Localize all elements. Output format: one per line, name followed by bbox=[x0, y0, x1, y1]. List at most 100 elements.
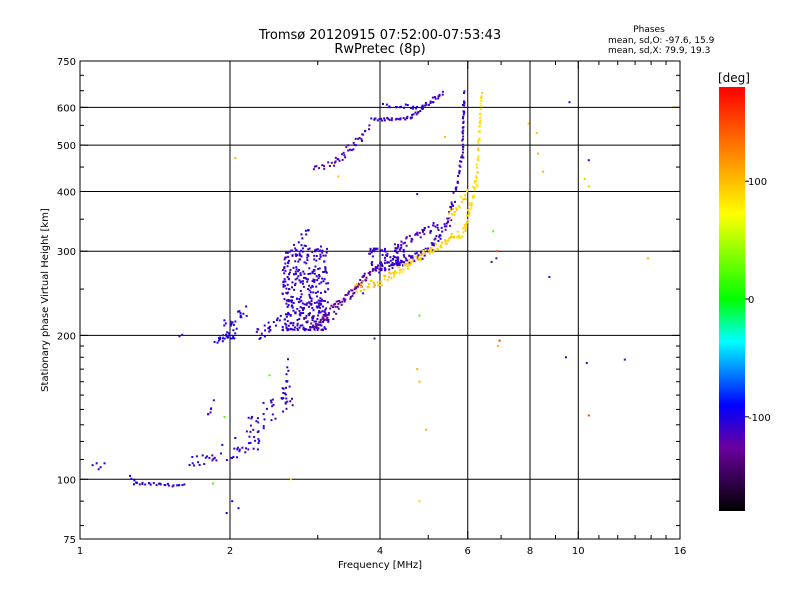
data-point bbox=[301, 250, 304, 253]
data-point bbox=[289, 322, 292, 325]
data-point bbox=[293, 273, 296, 276]
data-point bbox=[257, 442, 260, 445]
data-point bbox=[238, 448, 241, 451]
data-point bbox=[324, 290, 326, 293]
data-point bbox=[306, 259, 309, 262]
data-point bbox=[384, 259, 387, 262]
data-point bbox=[221, 337, 224, 340]
data-point bbox=[453, 214, 456, 217]
data-point bbox=[301, 280, 304, 283]
data-point bbox=[266, 407, 268, 410]
data-point bbox=[463, 104, 466, 107]
data-point bbox=[262, 425, 265, 428]
data-point bbox=[325, 270, 327, 273]
data-point bbox=[465, 223, 467, 226]
data-point bbox=[211, 459, 214, 462]
x-tick-label: 1 bbox=[77, 546, 83, 557]
data-point bbox=[495, 250, 498, 253]
data-point bbox=[470, 203, 473, 206]
data-point bbox=[312, 317, 315, 319]
data-point bbox=[369, 279, 372, 282]
data-point bbox=[141, 483, 144, 485]
data-point bbox=[412, 105, 415, 108]
data-point bbox=[300, 312, 303, 315]
data-point bbox=[302, 285, 305, 288]
y-tick-label: 100 bbox=[57, 475, 76, 486]
data-point bbox=[302, 270, 305, 273]
data-point bbox=[358, 137, 361, 140]
data-point bbox=[351, 294, 354, 297]
data-point bbox=[472, 195, 475, 198]
data-point bbox=[396, 256, 399, 259]
data-point bbox=[296, 307, 299, 310]
data-point bbox=[388, 271, 390, 274]
data-point bbox=[270, 419, 273, 422]
data-point bbox=[376, 266, 379, 269]
data-point bbox=[458, 164, 461, 167]
data-point bbox=[349, 296, 352, 298]
data-point bbox=[287, 369, 290, 372]
data-point bbox=[434, 243, 437, 245]
data-point bbox=[327, 319, 330, 321]
data-point bbox=[256, 448, 259, 451]
data-point bbox=[436, 247, 439, 250]
data-point bbox=[376, 247, 379, 250]
data-point bbox=[293, 328, 296, 331]
data-point bbox=[452, 236, 455, 239]
data-point bbox=[473, 186, 476, 189]
data-point bbox=[383, 267, 386, 270]
data-point bbox=[334, 160, 337, 163]
data-point bbox=[176, 484, 179, 487]
data-point bbox=[296, 322, 299, 325]
data-point bbox=[302, 326, 305, 329]
data-point bbox=[245, 430, 248, 433]
data-point bbox=[378, 268, 381, 271]
data-point bbox=[320, 291, 322, 294]
data-point bbox=[384, 256, 386, 259]
data-point bbox=[133, 483, 135, 486]
data-point bbox=[306, 256, 309, 259]
data-point bbox=[462, 120, 465, 123]
data-point bbox=[325, 307, 328, 310]
data-point bbox=[449, 218, 451, 221]
data-point bbox=[183, 483, 186, 486]
data-point bbox=[303, 272, 306, 275]
data-point bbox=[364, 129, 367, 132]
data-point bbox=[217, 339, 220, 342]
data-point bbox=[288, 271, 291, 274]
data-point bbox=[450, 232, 453, 235]
data-point bbox=[285, 256, 287, 259]
data-point bbox=[403, 255, 406, 258]
data-point bbox=[130, 477, 133, 480]
data-point bbox=[320, 324, 323, 327]
data-point bbox=[221, 340, 224, 343]
data-point bbox=[298, 279, 301, 282]
data-point bbox=[300, 293, 303, 296]
data-point bbox=[404, 257, 407, 260]
data-point bbox=[448, 212, 450, 215]
data-point bbox=[255, 420, 258, 423]
data-point bbox=[347, 292, 350, 295]
data-point bbox=[300, 233, 303, 236]
data-point bbox=[319, 249, 322, 252]
data-point bbox=[398, 272, 401, 275]
data-point bbox=[398, 248, 401, 251]
data-point bbox=[386, 252, 389, 255]
data-point bbox=[335, 312, 338, 315]
data-point bbox=[284, 401, 287, 404]
data-point bbox=[416, 106, 418, 108]
data-point bbox=[407, 267, 409, 270]
data-point bbox=[315, 248, 318, 251]
data-point bbox=[461, 138, 464, 141]
data-point bbox=[323, 326, 326, 329]
data-point bbox=[278, 319, 281, 322]
data-point bbox=[373, 268, 375, 271]
data-point bbox=[259, 336, 262, 339]
data-point bbox=[478, 137, 481, 140]
data-point bbox=[424, 250, 427, 253]
data-point bbox=[291, 254, 294, 257]
data-point bbox=[391, 262, 394, 265]
data-point bbox=[403, 261, 405, 264]
data-point bbox=[394, 247, 397, 250]
data-point bbox=[257, 438, 260, 441]
